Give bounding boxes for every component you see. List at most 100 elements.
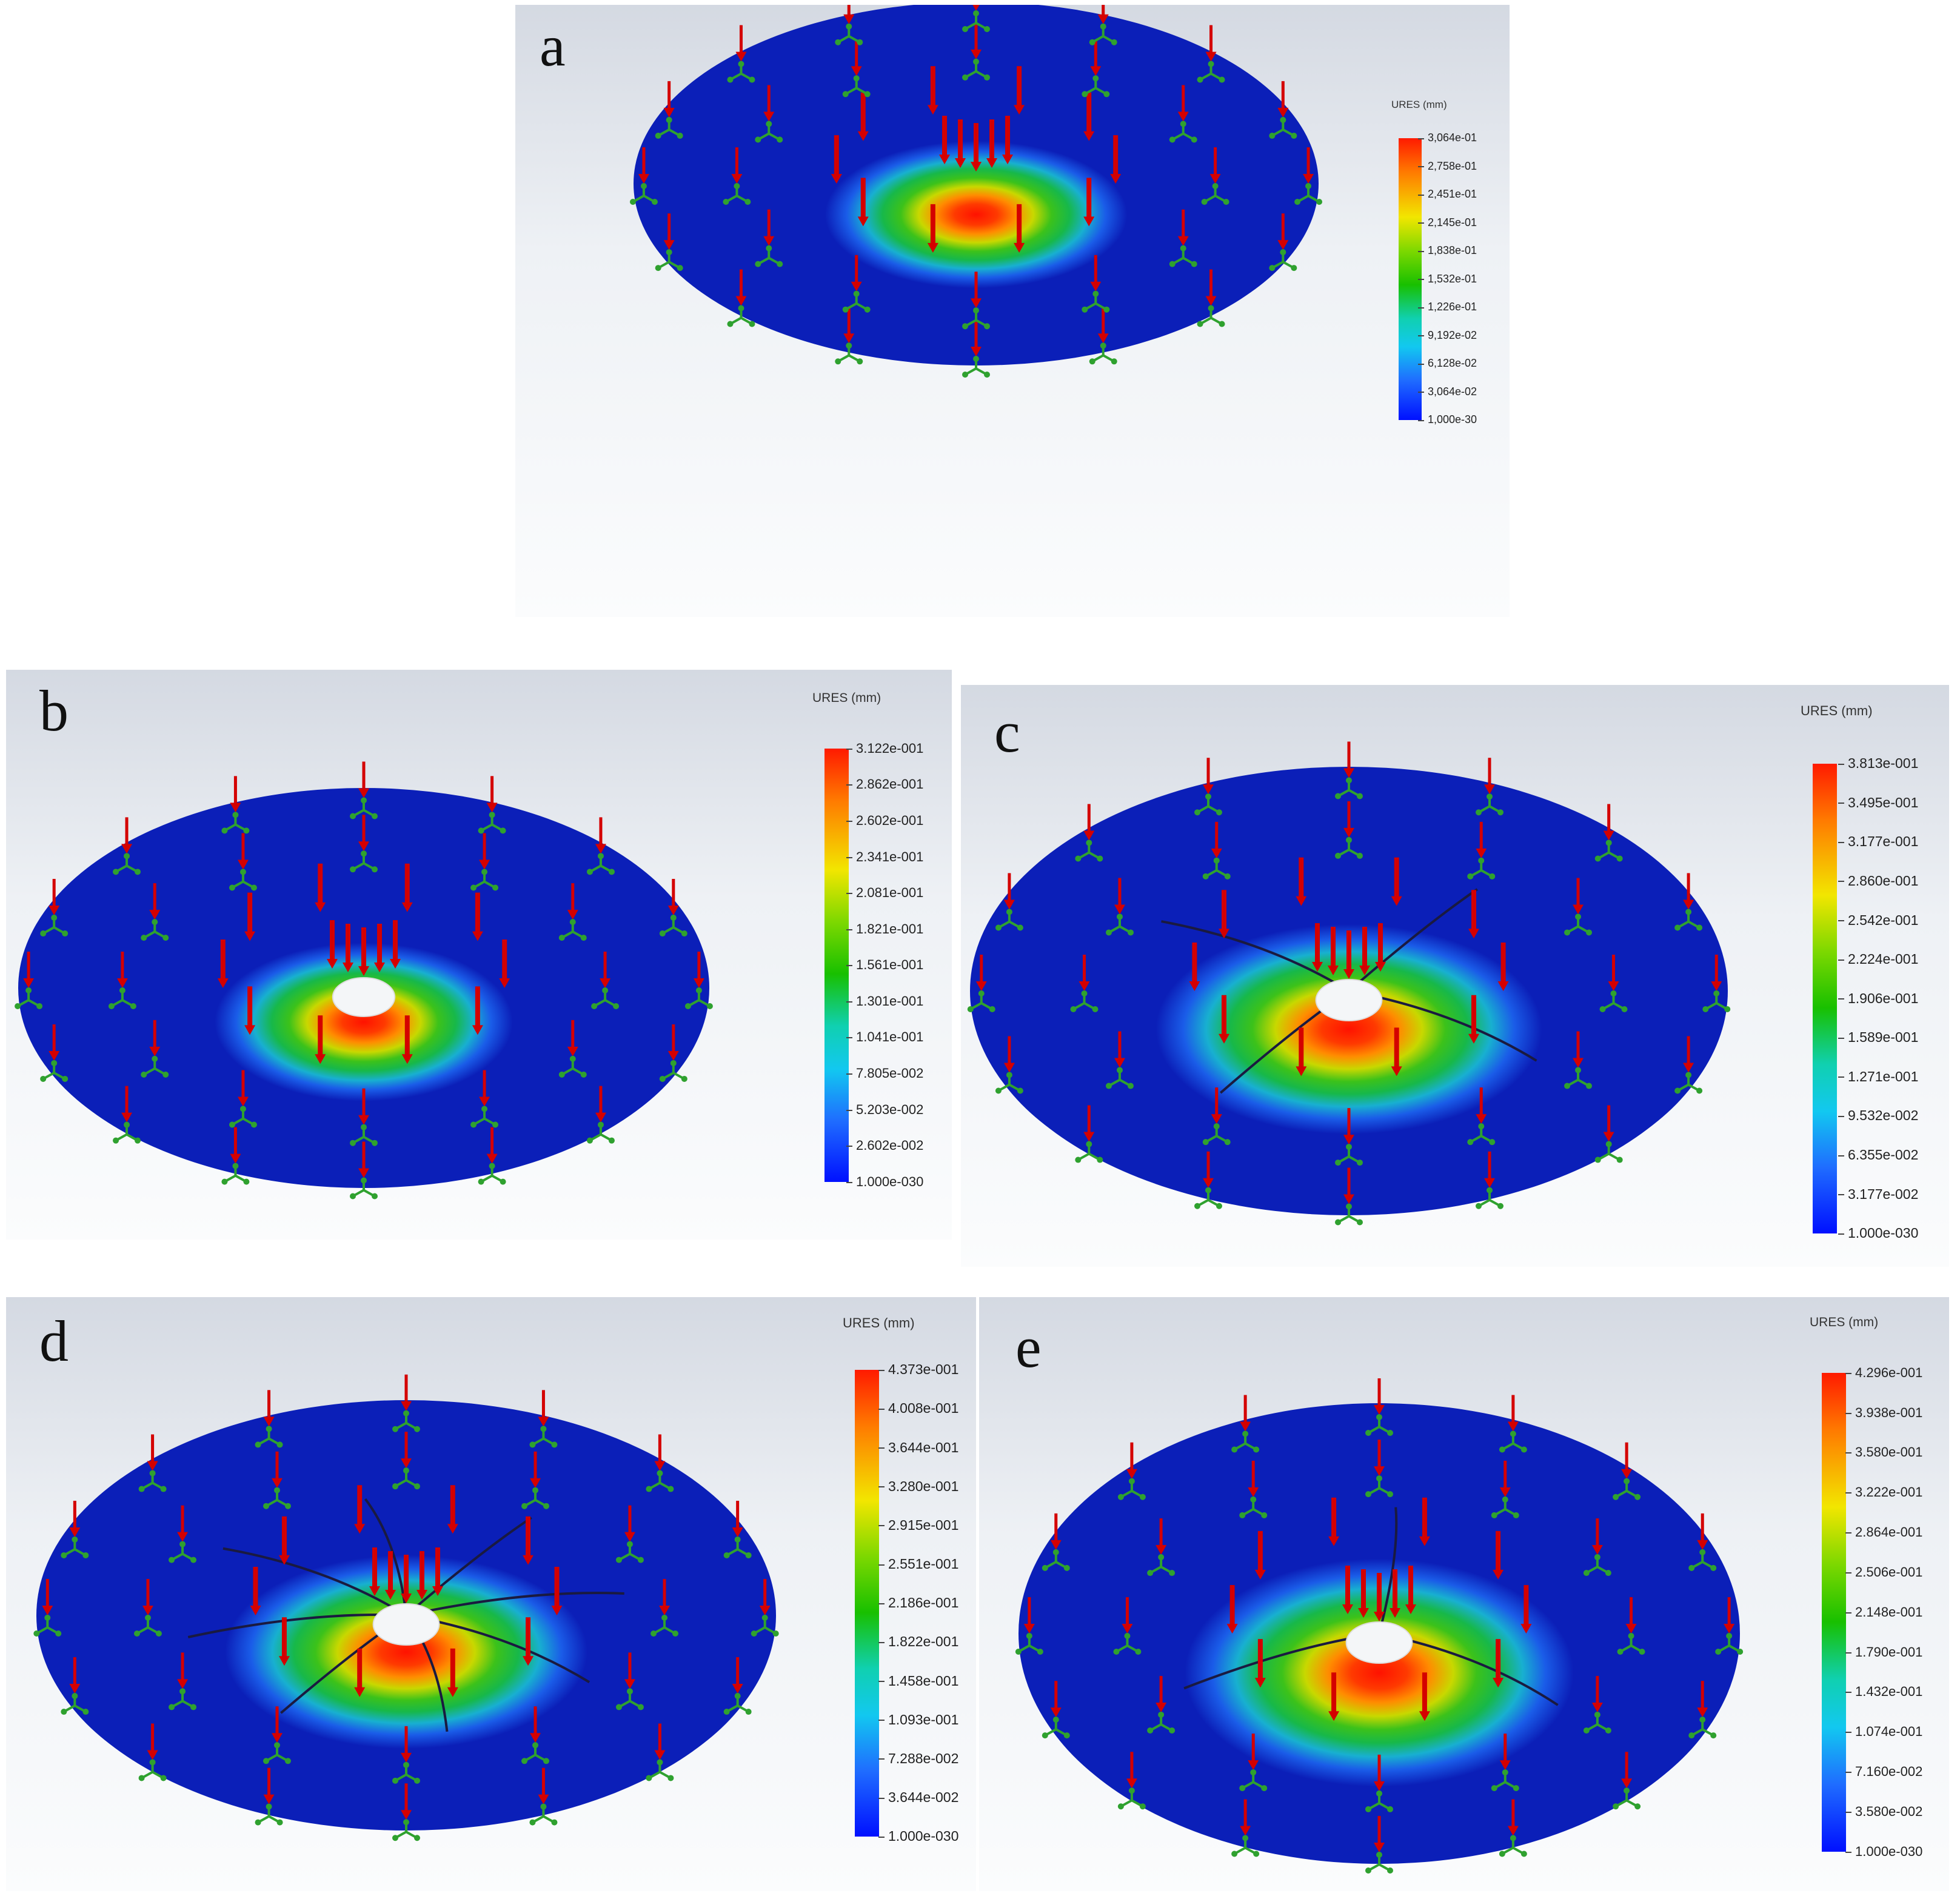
fixture-icon (1365, 1790, 1393, 1812)
load-arrows (23, 761, 704, 1178)
load-arrow-icon (358, 761, 369, 798)
fixture-icon (470, 1106, 499, 1128)
load-arrow-icon (1343, 1108, 1354, 1145)
fixture-icon (646, 1759, 674, 1781)
fixture-icon (651, 1615, 679, 1637)
legend-tick-label: 3,064e-02 (1417, 385, 1477, 398)
load-arrow-icon (177, 1652, 189, 1689)
fixture-icon (1499, 1430, 1527, 1453)
load-arrow-icon (1122, 1597, 1133, 1634)
panel-a: a URES (mm) 3,064e-01 2,758e-01 2,451e-01 2,… (515, 5, 1510, 617)
load-arrow-icon (523, 1617, 534, 1666)
load-arrow-icon (1209, 147, 1221, 184)
load-arrow-icon (1591, 1518, 1603, 1555)
legend-title: URES (mm) (1801, 703, 1873, 718)
load-arrow-icon (315, 1015, 326, 1064)
fixture-icon (529, 1803, 558, 1826)
legend-tick-label: 2.186e-001 (878, 1595, 959, 1611)
load-arrow-icon (735, 25, 747, 62)
fixture-icon (646, 1470, 674, 1492)
load-arrow-icon (763, 85, 775, 122)
fixture-icon (751, 1615, 779, 1637)
load-arrow-icon (600, 952, 611, 988)
fixture-icon (995, 1072, 1023, 1094)
load-arrow-icon (472, 892, 483, 941)
load-arrow-icon (69, 1657, 81, 1694)
load-arrow-icon (1328, 1672, 1340, 1721)
legend-tick-label: 4.373e-001 (878, 1361, 959, 1378)
load-arrow-icon (401, 1555, 412, 1603)
load-arrow-icon (121, 1086, 133, 1123)
fixture-icon (659, 915, 687, 937)
load-arrow-icon (1114, 1031, 1125, 1068)
load-arrow-icon (1493, 1639, 1504, 1688)
fixture-icon (1239, 1769, 1268, 1792)
legend-tick-label: 2.224e-001 (1838, 951, 1919, 967)
load-arrow-icon (1114, 878, 1125, 915)
legend-tick-label: 6,128e-02 (1417, 357, 1477, 370)
legend-tick-label: 9.532e-002 (1838, 1107, 1919, 1124)
fixture-icon (141, 919, 169, 941)
fixture-icon (1613, 1787, 1641, 1810)
fixture-icon (1105, 913, 1134, 936)
fixture-icon (586, 853, 615, 875)
fixture-icon (255, 1426, 283, 1448)
load-arrow-icon (1697, 1681, 1708, 1718)
legend-color-bar (1399, 138, 1422, 420)
fixture-icon (558, 1055, 587, 1078)
fixture-icon (1613, 1478, 1641, 1500)
load-arrow-icon (1419, 1497, 1430, 1546)
load-arrow-icon (1375, 923, 1386, 972)
load-arrow-icon (1476, 1087, 1487, 1124)
fixture-icon (1335, 777, 1363, 799)
legend-tick-label: 2.341e-001 (846, 849, 924, 864)
plate-scene-a (629, 5, 1323, 378)
fixtures (967, 777, 1731, 1226)
legend-tick-label: 3.280e-001 (878, 1478, 959, 1494)
load-arrow-icon (732, 1657, 743, 1694)
fixture-icon (1335, 836, 1363, 859)
load-arrow-icon (1603, 1105, 1614, 1142)
center-hole (1345, 1621, 1413, 1664)
load-arrow-icon (971, 22, 982, 59)
fixture-icon (962, 356, 990, 378)
load-arrow-icon (390, 920, 401, 969)
legend-tick-label: 3.580e-001 (1845, 1444, 1923, 1460)
load-arrow-icon (1079, 955, 1090, 991)
legend-tick-label: 7.805e-002 (846, 1066, 924, 1081)
legend-tick-label: 3.580e-002 (1845, 1803, 1923, 1819)
legend-tick-label: 1.000e-030 (846, 1173, 924, 1189)
legend-tick-label: 3.644e-002 (878, 1789, 959, 1806)
load-arrow-icon (149, 883, 161, 920)
load-arrow-icon (1507, 1395, 1519, 1432)
load-arrow-icon (731, 147, 743, 184)
load-arrow-icon (971, 320, 982, 356)
load-arrow-icon (1202, 758, 1214, 795)
fixture-icon (392, 1761, 420, 1784)
load-arrow-icon (1023, 1597, 1035, 1634)
load-arrow-icon (401, 1374, 412, 1411)
load-arrow-icon (1343, 801, 1354, 838)
load-arrow-icon (354, 1648, 366, 1697)
fixture-icon (962, 307, 990, 330)
load-arrow-icon (1343, 1167, 1354, 1204)
plate-scene-b (15, 761, 713, 1200)
legend-tick-label: 2.602e-001 (846, 812, 924, 828)
load-arrow-icon (1342, 1566, 1353, 1614)
plate-scene-d (33, 1374, 779, 1841)
load-arrow-icon (530, 1451, 541, 1488)
fixture-icon (1365, 1852, 1393, 1874)
fixture-icon (1201, 183, 1229, 205)
legend-tick-label: 3.122e-001 (846, 740, 924, 756)
load-arrow-icon (1248, 1460, 1259, 1497)
fixture-icon (723, 183, 751, 205)
fixture-icon (995, 909, 1023, 931)
fixture-icon (1499, 1835, 1527, 1857)
legend-tick-label: 1.432e-001 (1845, 1684, 1923, 1700)
displacement-legend-b: URES (mm) 3.122e-001 2.862e-001 2.602e-001 2… (812, 685, 946, 1218)
load-arrow-icon (1608, 955, 1619, 991)
fixture-icon (33, 1615, 62, 1637)
load-arrow-icon (1603, 804, 1614, 841)
load-arrows (42, 1374, 771, 1820)
fixture-icon (392, 1819, 420, 1841)
